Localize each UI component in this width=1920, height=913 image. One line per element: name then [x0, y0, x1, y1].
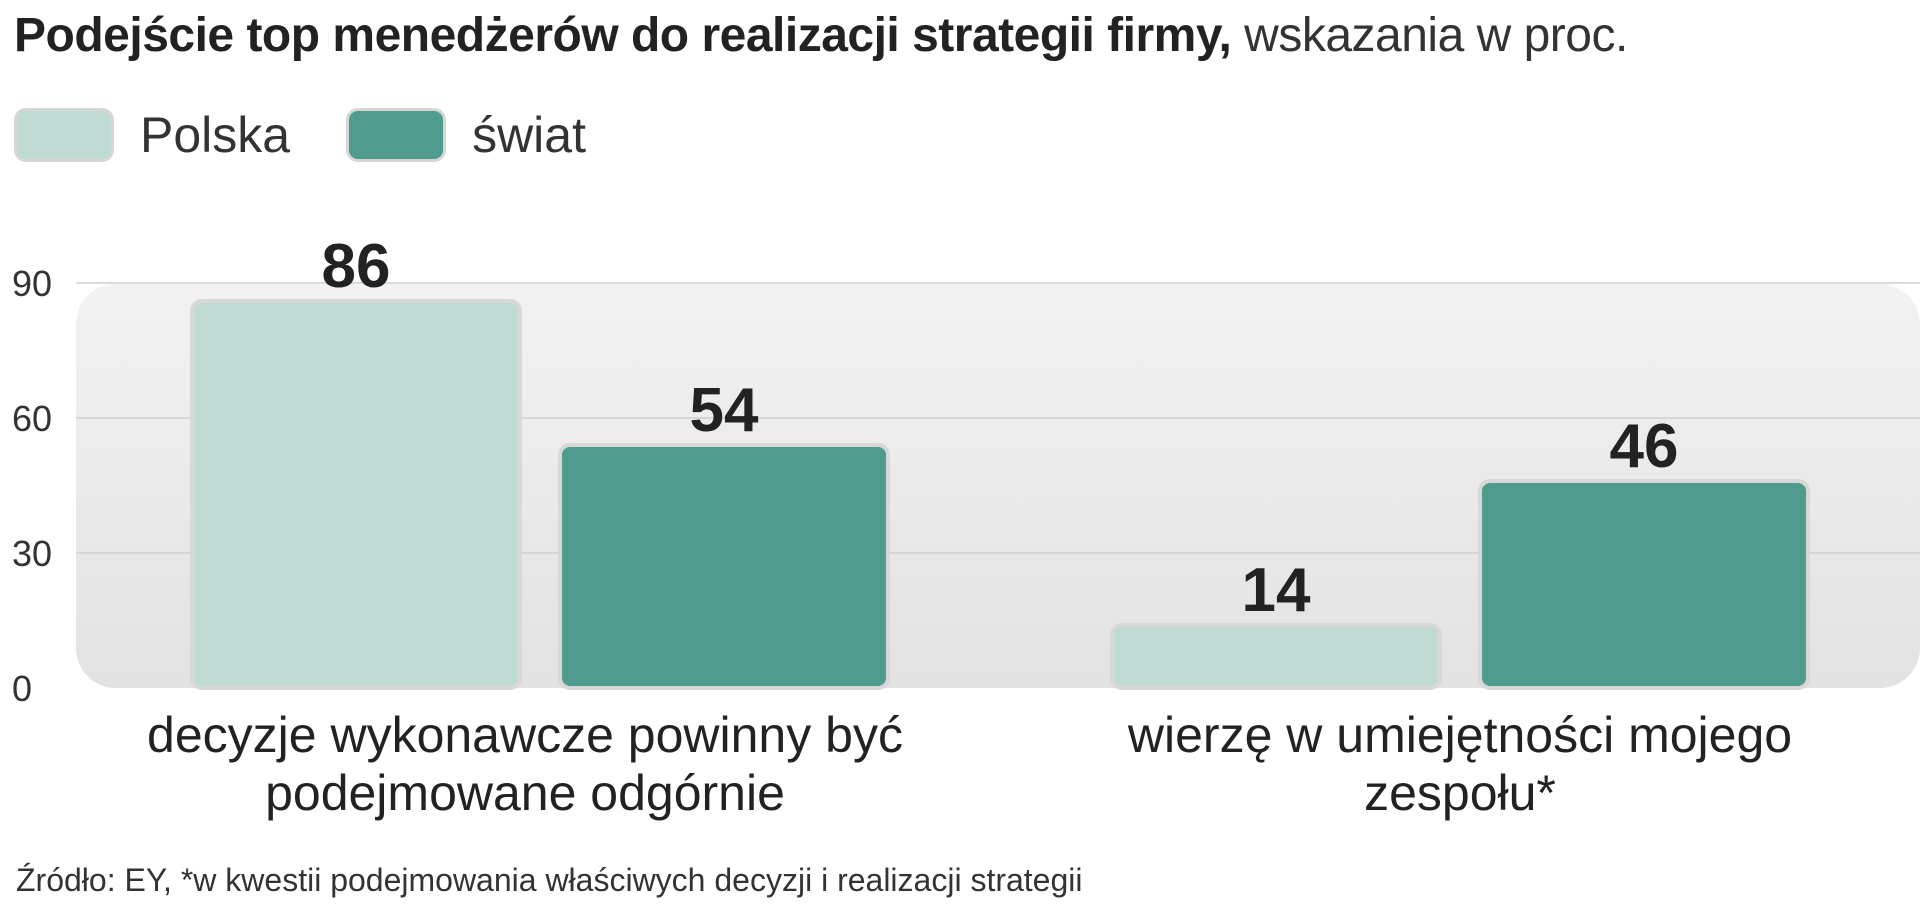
legend-swatch-swiat: [346, 108, 447, 162]
bars: [190, 299, 1810, 690]
chart-title-unit: wskazania w proc.: [1244, 9, 1628, 62]
legend-label-swiat: świat: [472, 107, 586, 163]
bar-swiat-2: [1478, 479, 1810, 690]
data-label: 14: [1242, 556, 1311, 625]
y-tick-label: 30: [12, 533, 52, 574]
data-label: 46: [1610, 412, 1679, 481]
data-labels: 86 54 14 46: [322, 232, 1679, 625]
data-label: 54: [690, 376, 759, 445]
category-label-decyzje: decyzje wykonawcze powinny być podejmowa…: [80, 706, 970, 822]
chart-title: Podejście top menedżerów do realizacji s…: [14, 4, 1628, 68]
data-label: 86: [322, 232, 391, 301]
y-tick-label: 90: [12, 263, 52, 304]
category-label-line: podejmowane odgórnie: [265, 765, 785, 821]
legend-label-polska: Polska: [140, 107, 291, 163]
bar-polska-1: [190, 299, 522, 690]
y-tick-label: 60: [12, 398, 52, 439]
legend-item-swiat: świat: [346, 106, 586, 164]
category-label-wierze: wierzę w umiejętności mojego zespołu*: [1000, 706, 1920, 822]
chart-title-main: Podejście top menedżerów do realizacji s…: [14, 9, 1232, 62]
bar-swiat-1: [558, 443, 890, 690]
source-note: Źródło: EY, *w kwestii podejmowania właś…: [16, 862, 1083, 898]
category-label-line: zespołu*: [1364, 765, 1556, 821]
category-label-line: decyzje wykonawcze powinny być: [147, 707, 903, 763]
legend: Polska świat: [14, 104, 642, 166]
plot-background: [76, 284, 1920, 688]
bar-polska-2: [1110, 623, 1442, 690]
y-axis-ticks: 0 30 60 90: [12, 263, 52, 709]
y-tick-label: 0: [12, 668, 32, 709]
legend-item-polska: Polska: [14, 106, 290, 164]
legend-swatch-polska: [14, 108, 114, 162]
category-label-line: wierzę w umiejętności mojego: [1127, 707, 1793, 763]
